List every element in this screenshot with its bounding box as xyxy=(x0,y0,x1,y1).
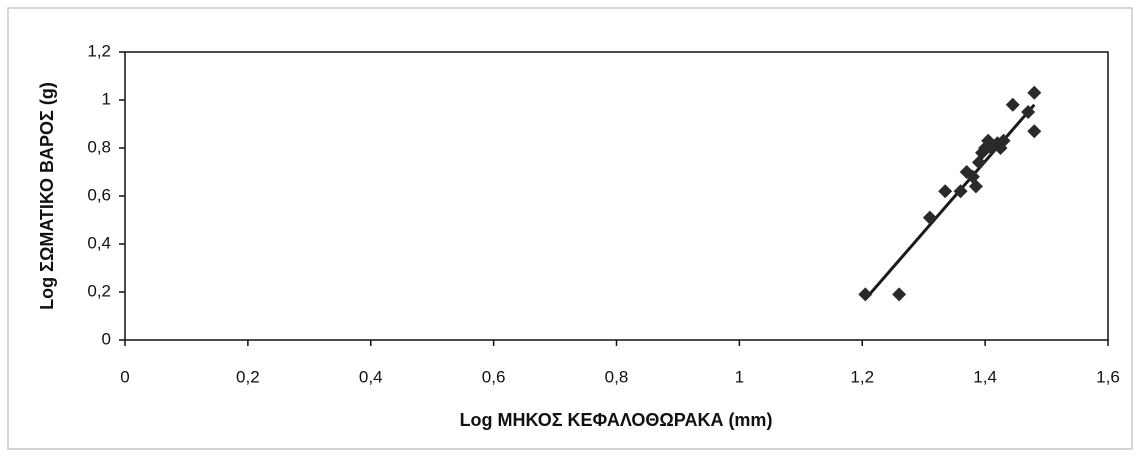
point xyxy=(968,179,983,194)
x-tick-label: 0,8 xyxy=(605,367,629,386)
x-tick-label: 1 xyxy=(735,367,744,386)
x-tick-label: 0,6 xyxy=(482,367,506,386)
y-tick-label: 0,6 xyxy=(87,185,111,204)
y-axis-title: Log ΣΩΜΑΤΙΚΟ ΒΑΡΟΣ (g) xyxy=(37,82,57,310)
chart-frame xyxy=(7,7,1133,450)
x-tick-label: 1,4 xyxy=(973,367,997,386)
x-axis-title: Log ΜΗΚΟΣ ΚΕΦΑΛΟΘΩΡΑΚΑ (mm) xyxy=(460,410,773,430)
x-tick-label: 0,4 xyxy=(359,367,383,386)
trend-line xyxy=(864,103,1036,301)
point xyxy=(1005,97,1020,112)
y-tick-label: 1 xyxy=(102,89,111,108)
point xyxy=(1027,124,1042,139)
point xyxy=(1021,105,1036,119)
x-tick-label: 1,2 xyxy=(850,367,874,386)
point xyxy=(858,287,873,302)
x-tick-label: 0 xyxy=(120,367,129,386)
y-tick-label: 0,4 xyxy=(87,233,111,252)
y-tick-label: 0 xyxy=(102,329,111,348)
point xyxy=(1027,85,1042,100)
point xyxy=(953,184,968,199)
y-tick-label: 0,8 xyxy=(87,137,111,156)
point xyxy=(938,184,953,199)
y-tick-label: 0,2 xyxy=(87,281,111,300)
point xyxy=(922,210,937,225)
point xyxy=(996,133,1011,148)
y-tick-label: 1,2 xyxy=(87,41,111,60)
x-tick-label: 1,6 xyxy=(1096,367,1120,386)
point xyxy=(892,287,907,302)
x-tick-label: 0,2 xyxy=(236,367,260,386)
